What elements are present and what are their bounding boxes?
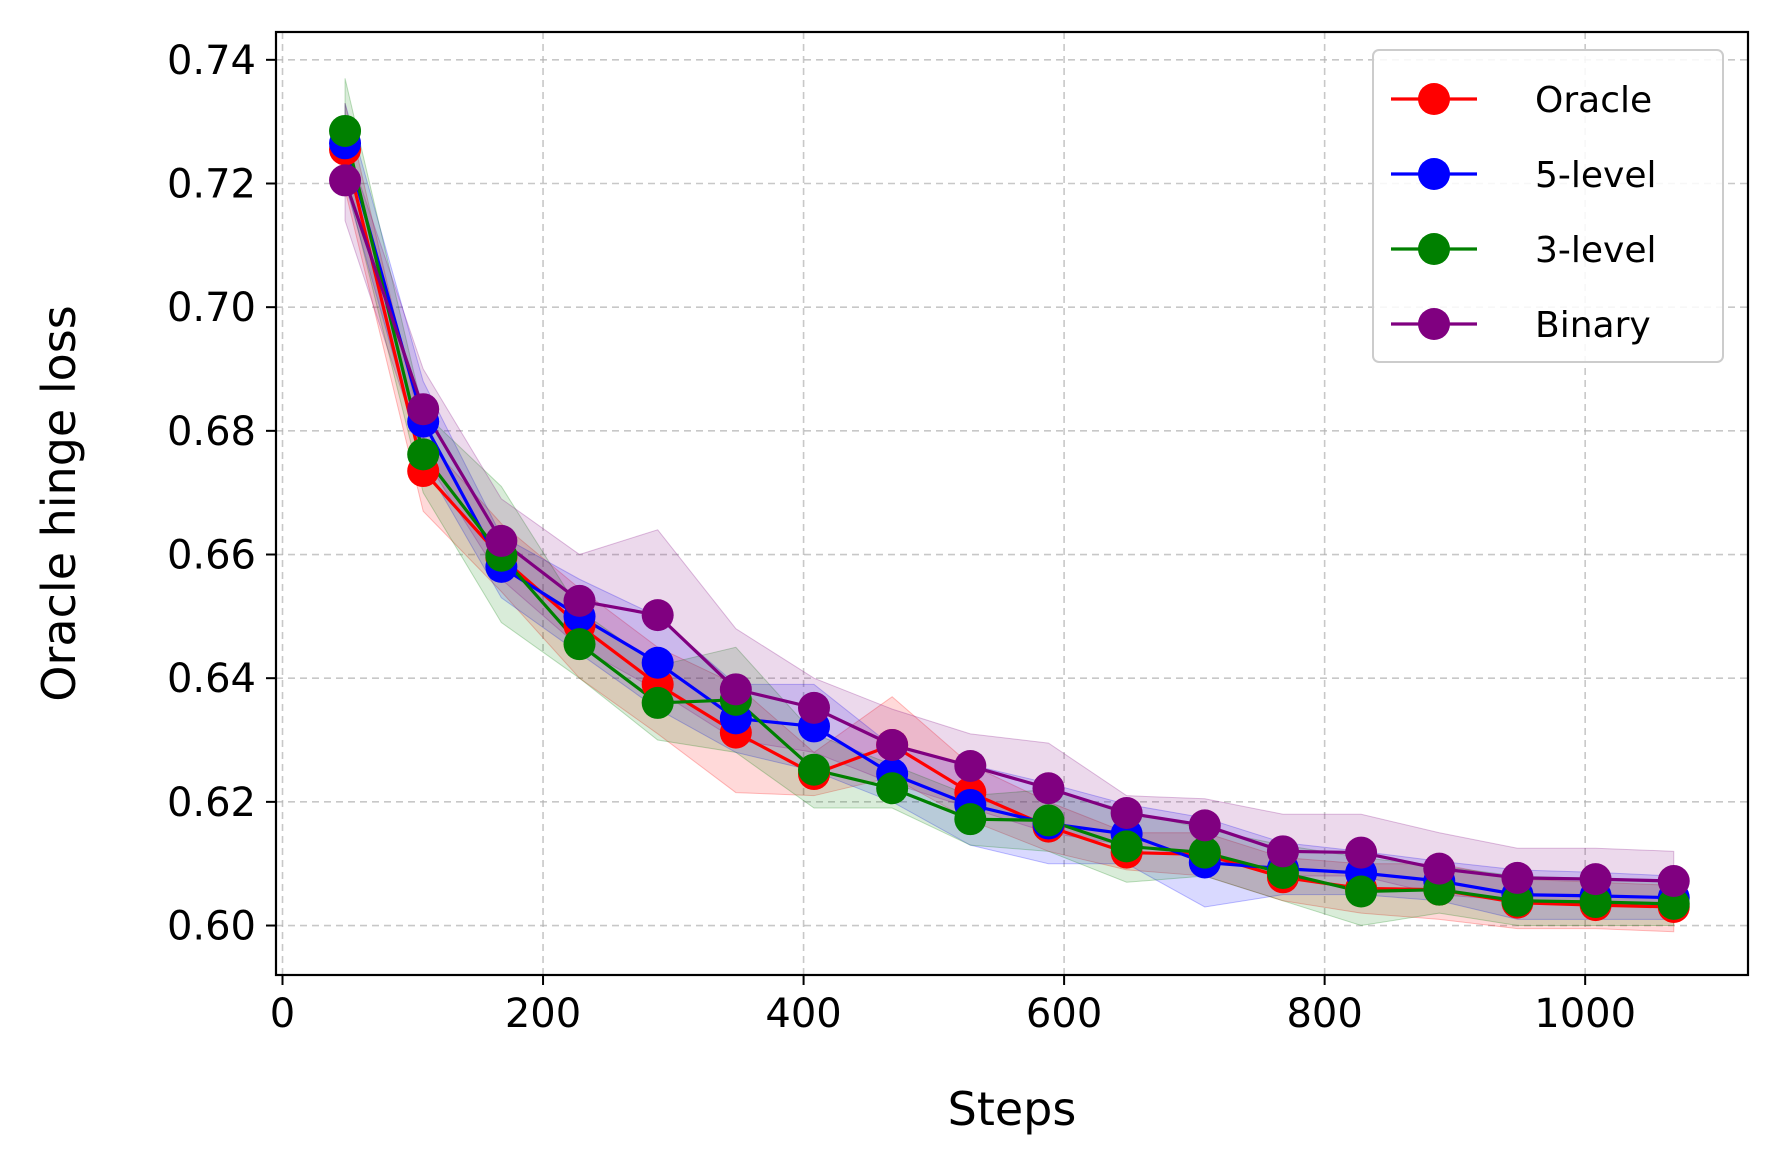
- point-binary: [954, 749, 987, 782]
- axis-ticks: 0 200 400 600 800 1000 0.60 0.62 0.64 0.66 0.68 0.7…: [167, 38, 1636, 1037]
- y-tick-label: 0.60: [167, 904, 256, 950]
- y-tick-label: 0.64: [167, 656, 256, 702]
- point-3-level: [1188, 836, 1221, 869]
- y-tick-label: 0.70: [167, 285, 256, 331]
- legend-label-3-level: 3-level: [1535, 230, 1657, 271]
- point-3-level: [1657, 887, 1690, 920]
- x-axis-label: Steps: [948, 1082, 1077, 1136]
- legend-marker-oracle: [1418, 83, 1450, 115]
- legend: Oracle 5-level 3-level Binary: [1372, 49, 1724, 363]
- y-tick-label: 0.74: [167, 38, 256, 84]
- point-binary: [485, 524, 518, 557]
- point-binary: [1657, 865, 1690, 898]
- point-3-level: [797, 753, 830, 786]
- point-3-level: [641, 686, 674, 719]
- point-binary: [641, 599, 674, 632]
- point-binary: [1579, 863, 1612, 896]
- x-tick-label: 1000: [1534, 991, 1636, 1037]
- x-tick-label: 0: [270, 991, 295, 1037]
- point-3-level: [1501, 884, 1534, 917]
- point-3-level: [1345, 875, 1378, 908]
- point-3-level: [1110, 830, 1143, 863]
- point-binary: [1188, 809, 1221, 842]
- legend-marker-3-level: [1418, 233, 1450, 265]
- point-3-level: [876, 772, 909, 805]
- point-binary: [1345, 836, 1378, 869]
- y-tick-label: 0.66: [167, 533, 256, 579]
- point-binary: [1032, 772, 1065, 805]
- point-5-level: [641, 646, 674, 679]
- point-binary: [876, 728, 909, 761]
- point-binary: [563, 584, 596, 617]
- x-tick-label: 200: [505, 991, 581, 1037]
- x-tick-label: 800: [1286, 991, 1362, 1037]
- plot-frame: [274, 30, 1750, 977]
- y-tick-label: 0.68: [167, 409, 256, 455]
- legend-marker-5-level: [1418, 158, 1450, 190]
- point-binary: [1423, 852, 1456, 885]
- point-binary: [1110, 796, 1143, 829]
- grid-lines: [276, 32, 1748, 975]
- legend-label-binary: Binary: [1535, 305, 1651, 346]
- point-3-level: [407, 438, 440, 471]
- legend-label-oracle: Oracle: [1535, 80, 1652, 121]
- point-binary: [407, 393, 440, 426]
- series-points: [329, 114, 1690, 923]
- point-binary: [1266, 835, 1299, 868]
- point-3-level: [1032, 804, 1065, 837]
- legend-marker-binary: [1418, 308, 1450, 340]
- legend-label-5-level: 5-level: [1535, 155, 1657, 196]
- y-tick-label: 0.62: [167, 780, 256, 826]
- point-3-level: [954, 803, 987, 836]
- y-tick-label: 0.72: [167, 161, 256, 207]
- band-oracle: [344, 102, 1675, 933]
- point-3-level: [1579, 886, 1612, 919]
- point-binary: [1501, 861, 1534, 894]
- x-tick-label: 600: [1026, 991, 1102, 1037]
- point-binary: [719, 673, 752, 706]
- point-binary: [797, 691, 830, 724]
- point-3-level: [563, 628, 596, 661]
- point-3-level: [329, 114, 362, 147]
- legend-box: [1372, 49, 1724, 363]
- x-tick-label: 400: [765, 991, 841, 1037]
- y-axis-label: Oracle hinge loss: [32, 305, 86, 701]
- point-binary: [329, 164, 362, 197]
